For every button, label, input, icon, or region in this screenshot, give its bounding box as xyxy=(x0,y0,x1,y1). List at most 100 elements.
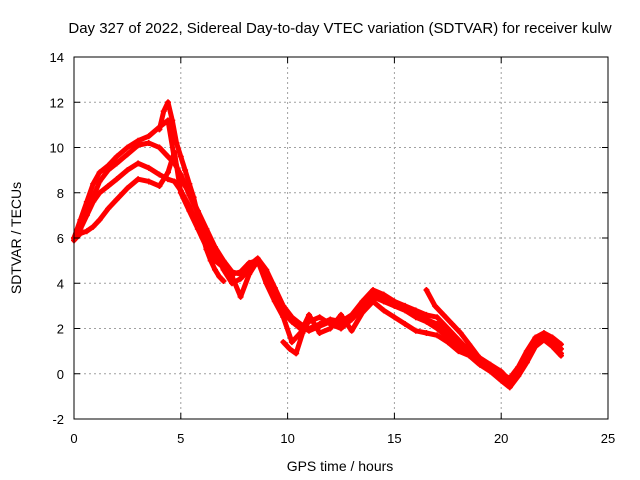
data-point xyxy=(440,311,447,318)
data-point xyxy=(338,311,344,318)
data-point xyxy=(145,133,152,140)
data-point xyxy=(211,266,218,273)
y-tick-label: 8 xyxy=(57,186,64,201)
data-point xyxy=(449,320,456,327)
data-point xyxy=(135,176,142,183)
data-point xyxy=(171,178,178,185)
data-point xyxy=(280,339,287,346)
data-point xyxy=(164,169,171,176)
y-tick-label: 6 xyxy=(57,231,64,246)
data-point xyxy=(156,126,163,133)
data-point xyxy=(380,296,387,303)
data-point xyxy=(380,307,387,314)
data-point xyxy=(444,330,451,337)
data-point xyxy=(549,336,556,343)
data-point xyxy=(299,330,306,337)
data-point xyxy=(124,144,131,151)
data-point xyxy=(237,293,244,300)
data-point xyxy=(124,151,131,158)
data-point xyxy=(220,264,227,271)
data-point xyxy=(145,164,152,171)
series-track-e xyxy=(156,99,227,284)
data-point xyxy=(305,327,312,334)
data-point xyxy=(316,330,323,337)
data-point xyxy=(455,348,462,355)
series-trace xyxy=(156,99,226,284)
data-point xyxy=(444,339,451,346)
data-point xyxy=(182,167,189,174)
data-point xyxy=(190,194,197,201)
data-point xyxy=(171,149,178,156)
data-point xyxy=(423,330,430,337)
data-point xyxy=(498,377,505,384)
data-point xyxy=(288,339,295,346)
y-tick-label: 0 xyxy=(57,367,64,382)
data-point xyxy=(474,352,481,359)
chart-title: Day 327 of 2022, Sidereal Day-to-day VTE… xyxy=(68,20,611,37)
data-point xyxy=(402,305,409,312)
data-point xyxy=(288,316,295,323)
data-point xyxy=(186,207,193,214)
data-point xyxy=(466,352,473,359)
data-point xyxy=(124,167,131,174)
x-tick-label: 25 xyxy=(601,431,615,446)
data-point xyxy=(498,368,505,375)
series-track-f xyxy=(280,316,312,357)
data-point xyxy=(96,216,103,223)
data-point xyxy=(83,228,90,235)
data-point xyxy=(237,268,244,275)
data-point xyxy=(254,257,261,264)
axis-ticks: 0 5 10 15 20 25 -2 0 2 4 6 8 10 12 14 xyxy=(50,50,616,446)
data-point xyxy=(96,169,103,176)
data-point xyxy=(515,373,522,380)
data-point xyxy=(173,139,180,146)
data-point xyxy=(237,275,244,282)
data-point xyxy=(549,343,556,350)
data-point xyxy=(523,359,530,366)
data-point xyxy=(135,142,142,149)
data-point xyxy=(412,311,419,318)
x-axis-label: GPS time / hours xyxy=(287,458,394,474)
x-tick-label: 5 xyxy=(177,431,184,446)
data-point xyxy=(412,327,419,334)
data-point xyxy=(246,271,253,278)
data-point xyxy=(90,180,97,187)
data-point xyxy=(487,361,494,368)
data-point xyxy=(293,350,300,357)
data-point xyxy=(169,117,176,124)
data-point xyxy=(558,345,565,352)
data-point xyxy=(211,248,218,255)
data-point xyxy=(457,330,464,337)
data-points xyxy=(71,99,565,391)
data-point xyxy=(540,336,547,343)
data-point xyxy=(271,298,278,305)
data-point xyxy=(145,178,152,185)
x-tick-label: 10 xyxy=(280,431,294,446)
data-point xyxy=(160,108,167,115)
data-point xyxy=(359,302,366,309)
data-point xyxy=(105,167,112,174)
data-point xyxy=(246,259,253,266)
y-tick-label: -2 xyxy=(52,412,64,427)
data-point xyxy=(156,182,163,189)
x-tick-label: 15 xyxy=(387,431,401,446)
data-point xyxy=(124,185,131,192)
x-tick-label: 20 xyxy=(494,431,508,446)
data-point xyxy=(105,205,112,212)
y-tick-label: 2 xyxy=(57,322,64,337)
data-point xyxy=(391,300,398,307)
data-point xyxy=(370,298,377,305)
data-point xyxy=(90,223,97,230)
data-point xyxy=(96,178,103,185)
data-point xyxy=(113,153,120,160)
data-point xyxy=(483,363,490,370)
data-point xyxy=(135,160,142,167)
data-point xyxy=(558,352,565,359)
series-track-d xyxy=(71,149,565,391)
data-point xyxy=(164,99,171,106)
data-point xyxy=(229,273,236,280)
data-point xyxy=(83,207,90,214)
data-point xyxy=(77,230,84,237)
data-point xyxy=(327,325,334,332)
